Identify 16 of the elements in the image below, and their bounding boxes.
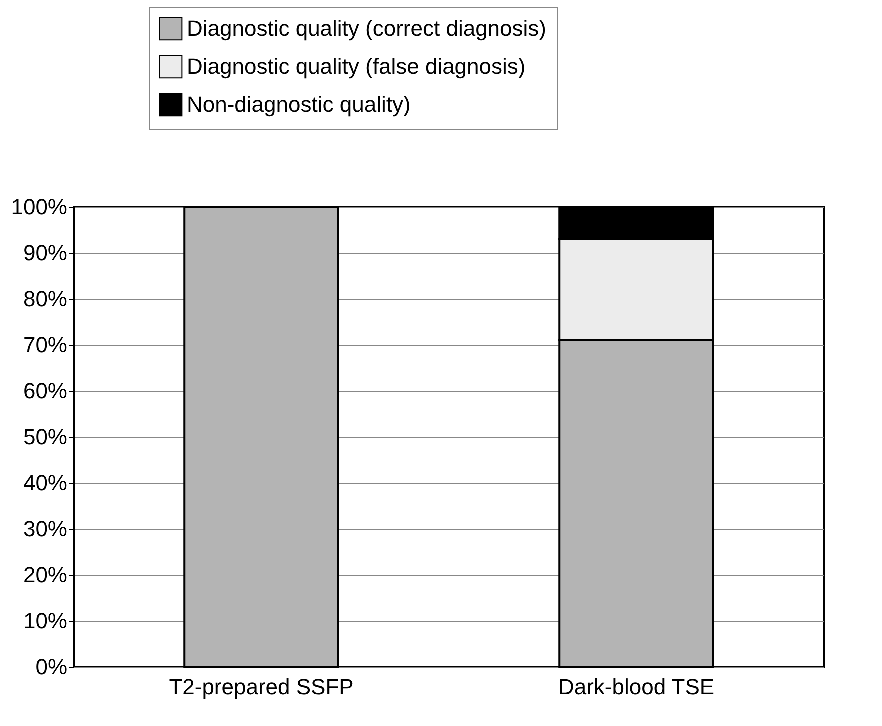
legend-label: Diagnostic quality (correct diagnosis)	[187, 16, 546, 41]
legend-label: Non-diagnostic quality)	[187, 92, 411, 117]
y-tick-label: 20%	[23, 562, 68, 588]
y-tick-label: 60%	[23, 378, 68, 404]
y-tick-label: 40%	[23, 470, 68, 496]
x-tick-label: Dark-blood TSE	[558, 674, 715, 700]
legend-label: Diagnostic quality (false diagnosis)	[187, 54, 526, 79]
y-tick-label: 30%	[23, 516, 68, 542]
y-tick-label: 10%	[23, 608, 68, 634]
x-tick-label: T2-prepared SSFP	[169, 674, 354, 700]
y-tick-label: 50%	[23, 424, 68, 450]
y-tick-label: 80%	[23, 286, 68, 312]
y-tick-label: 0%	[36, 654, 68, 680]
y-tick-label: 70%	[23, 332, 68, 358]
y-tick-label: 90%	[23, 240, 68, 266]
y-tick-label: 100%	[11, 194, 68, 220]
